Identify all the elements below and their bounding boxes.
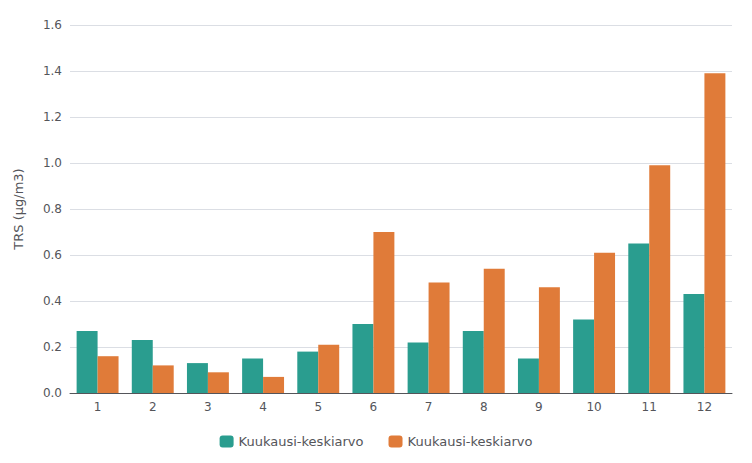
svg-text:0.6: 0.6 [43, 248, 62, 262]
svg-text:6: 6 [370, 400, 378, 414]
svg-text:11: 11 [642, 400, 657, 414]
svg-text:1.2: 1.2 [43, 110, 62, 124]
svg-text:2: 2 [149, 400, 157, 414]
svg-text:1: 1 [94, 400, 102, 414]
svg-text:7: 7 [425, 400, 433, 414]
svg-text:0.8: 0.8 [43, 202, 62, 216]
svg-text:TRS (μg/m3): TRS (μg/m3) [11, 168, 26, 250]
svg-text:Kuukausi-keskiarvo: Kuukausi-keskiarvo [408, 434, 533, 449]
svg-text:8: 8 [480, 400, 488, 414]
svg-text:1.0: 1.0 [43, 156, 62, 170]
svg-text:0.0: 0.0 [43, 386, 62, 400]
svg-text:3: 3 [204, 400, 212, 414]
svg-text:0.2: 0.2 [43, 340, 62, 354]
svg-text:5: 5 [314, 400, 322, 414]
svg-text:4: 4 [259, 400, 267, 414]
svg-text:10: 10 [586, 400, 601, 414]
svg-text:1.6: 1.6 [43, 18, 62, 32]
svg-text:1.4: 1.4 [43, 64, 62, 78]
svg-text:0.4: 0.4 [43, 294, 62, 308]
svg-text:12: 12 [697, 400, 712, 414]
svg-text:9: 9 [535, 400, 543, 414]
svg-text:Kuukausi-keskiarvo: Kuukausi-keskiarvo [239, 434, 364, 449]
